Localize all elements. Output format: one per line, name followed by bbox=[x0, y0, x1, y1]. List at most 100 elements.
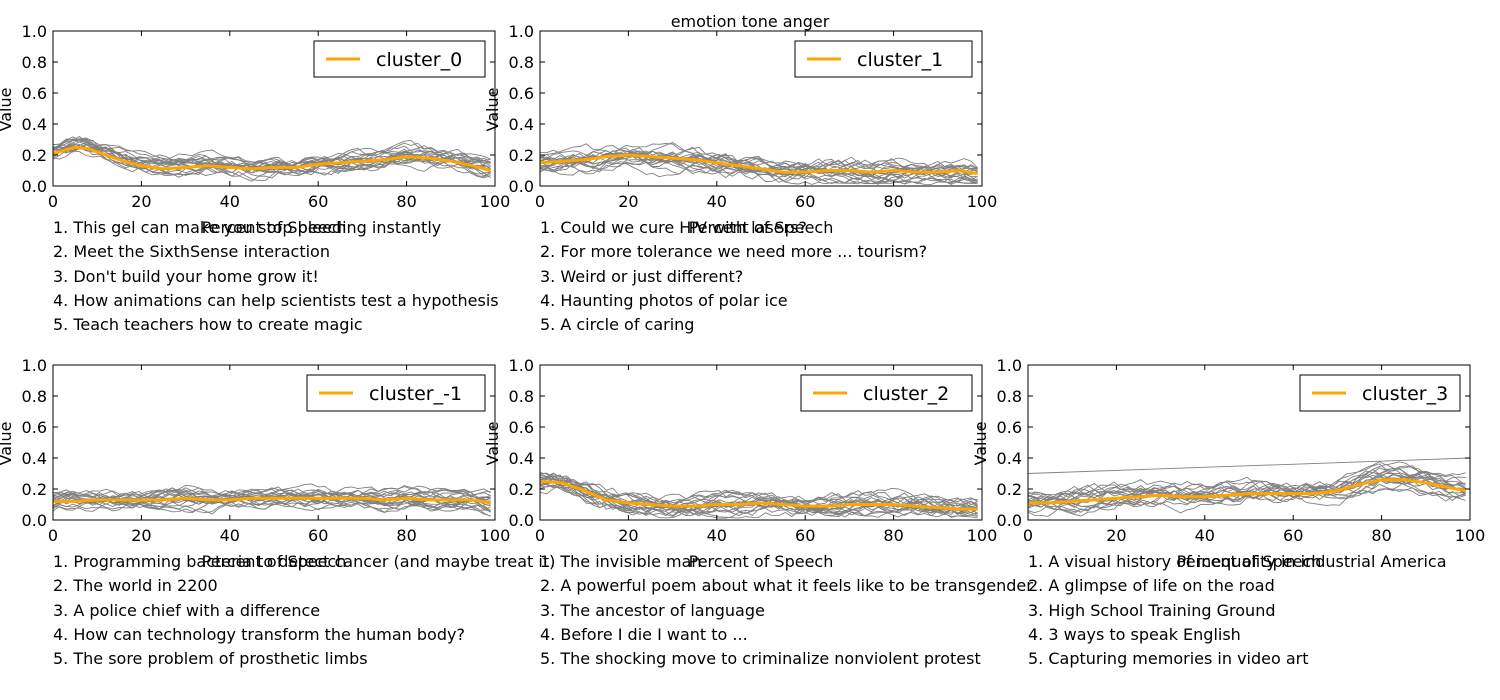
talk-title: 4. How animations can help scientists te… bbox=[53, 290, 499, 310]
x-tick-label: 40 bbox=[707, 192, 727, 211]
x-axis-label: Percent of Speech bbox=[689, 218, 834, 237]
legend-label: cluster_1 bbox=[857, 49, 943, 71]
member-trace bbox=[540, 472, 978, 508]
legend-label: cluster_2 bbox=[863, 383, 949, 405]
member-trace bbox=[540, 157, 978, 182]
legend: cluster_-1 bbox=[306, 374, 486, 412]
legend-label: cluster_-1 bbox=[369, 383, 462, 405]
mean-line-cluster_0 bbox=[53, 145, 491, 172]
x-axis-label: Percent of Speech bbox=[689, 552, 834, 571]
y-tick-label: 0.8 bbox=[509, 387, 534, 406]
member-trace bbox=[53, 144, 491, 182]
talk-title: 1. A visual history of inequality in ind… bbox=[1028, 552, 1447, 571]
x-tick-label: 0 bbox=[535, 526, 545, 545]
legend-label: cluster_3 bbox=[1362, 383, 1448, 405]
member-trace bbox=[53, 138, 491, 174]
talk-title: 4. How can technology transform the huma… bbox=[53, 624, 465, 644]
x-tick-label: 20 bbox=[618, 192, 638, 211]
talk-title: 4. Before I die I want to ... bbox=[540, 624, 748, 644]
talk-title: 1. Could we cure HIV with lasers? bbox=[540, 218, 807, 237]
y-axis-label: Value bbox=[483, 422, 502, 466]
y-tick-label: 1.0 bbox=[22, 356, 47, 375]
legend: cluster_2 bbox=[800, 374, 973, 412]
y-tick-label: 1.0 bbox=[509, 22, 534, 41]
member-traces bbox=[1028, 457, 1470, 517]
y-tick-label: 0.8 bbox=[997, 387, 1022, 406]
x-tick-label: 100 bbox=[1455, 526, 1486, 545]
talk-title: 5. The sore problem of prosthetic limbs bbox=[53, 649, 368, 669]
x-tick-label: 60 bbox=[1283, 526, 1303, 545]
y-tick-label: 0.8 bbox=[22, 387, 47, 406]
x-tick-label: 20 bbox=[131, 526, 151, 545]
talk-list: 1. Programming bacteria to detect cancer… bbox=[53, 550, 555, 671]
x-tick-label: 20 bbox=[1106, 526, 1126, 545]
x-tick-label: 20 bbox=[618, 526, 638, 545]
y-tick-label: 0.8 bbox=[22, 53, 47, 72]
y-tick-label: 0.0 bbox=[509, 511, 534, 530]
talk-title: 1. This gel can make you stop bleeding i… bbox=[53, 218, 442, 237]
y-tick-label: 0.0 bbox=[997, 511, 1022, 530]
x-tick-label: 60 bbox=[308, 526, 328, 545]
x-tick-label: 80 bbox=[396, 192, 416, 211]
member-trace bbox=[540, 146, 978, 179]
mean-line-cluster_1 bbox=[540, 153, 978, 176]
subplot-cluster_-1: 0 20 40 60 80 100 0.0 0.2 0.4 0.6 0.8 1.0 Percent of… bbox=[0, 356, 510, 571]
x-tick-label: 100 bbox=[480, 526, 511, 545]
y-tick-label: 1.0 bbox=[22, 22, 47, 41]
y-tick-label: 0.0 bbox=[509, 177, 534, 196]
y-tick-label: 0.2 bbox=[22, 146, 47, 165]
member-trace bbox=[53, 487, 491, 502]
legend: cluster_3 bbox=[1299, 374, 1461, 412]
x-axis-label: Percent of Speech bbox=[202, 552, 347, 571]
y-tick-label: 0.4 bbox=[22, 115, 47, 134]
x-tick-label: 0 bbox=[535, 192, 545, 211]
member-trace bbox=[1028, 463, 1466, 502]
talk-list: 1. The invisible man 2. A powerful poem a… bbox=[540, 550, 1033, 671]
talk-title: 3. A police chief with a difference bbox=[53, 600, 321, 620]
talk-title: 5. Teach teachers how to create magic bbox=[53, 315, 363, 335]
mean-line-cluster_-1 bbox=[53, 496, 491, 505]
mean-line-cluster_2 bbox=[540, 479, 978, 511]
mean-line-cluster_3 bbox=[1028, 478, 1466, 505]
y-tick-label: 0.0 bbox=[22, 511, 47, 530]
member-trace bbox=[540, 472, 978, 511]
talk-title: 3. High School Training Ground bbox=[1028, 600, 1276, 620]
member-traces bbox=[540, 141, 978, 185]
x-tick-label: 80 bbox=[883, 192, 903, 211]
member-trace bbox=[53, 139, 491, 177]
y-axis-label: Value bbox=[483, 88, 502, 132]
member-trace bbox=[53, 139, 491, 166]
member-trace bbox=[53, 497, 491, 517]
y-tick-label: 0.2 bbox=[22, 480, 47, 499]
y-tick-label: 0.0 bbox=[22, 177, 47, 196]
axes-frame bbox=[52, 364, 496, 521]
x-tick-label: 100 bbox=[967, 192, 998, 211]
legend: cluster_0 bbox=[313, 40, 486, 78]
subplot-cluster_3: 0 20 40 60 80 100 0.0 0.2 0.4 0.6 0.8 1.0 Percent of… bbox=[971, 356, 1485, 571]
member-traces bbox=[540, 472, 978, 519]
subplot-cluster_0: 0 20 40 60 80 100 0.0 0.2 0.4 0.6 0.8 1.0 Percent of… bbox=[0, 22, 510, 237]
y-tick-label: 0.2 bbox=[509, 146, 534, 165]
member-trace bbox=[53, 137, 491, 169]
member-trace bbox=[540, 153, 978, 177]
x-tick-label: 0 bbox=[48, 192, 58, 211]
y-tick-label: 0.6 bbox=[509, 84, 534, 103]
talk-title: 5. The shocking move to criminalize nonv… bbox=[540, 649, 981, 669]
x-tick-label: 0 bbox=[1023, 526, 1033, 545]
y-axis-label: Value bbox=[971, 422, 990, 466]
y-tick-label: 1.0 bbox=[509, 356, 534, 375]
y-tick-label: 1.0 bbox=[997, 356, 1022, 375]
member-trace bbox=[53, 146, 491, 179]
member-trace bbox=[540, 484, 978, 518]
talk-title: 2. The world in 2200 bbox=[53, 576, 218, 596]
x-tick-label: 80 bbox=[396, 526, 416, 545]
talk-title: 3. The ancestor of language bbox=[540, 600, 765, 620]
talk-title: 3. Don't build your home grow it! bbox=[53, 266, 319, 286]
talk-title: 4. 3 ways to speak English bbox=[1028, 624, 1241, 644]
x-tick-label: 20 bbox=[131, 192, 151, 211]
y-axis-label: Value bbox=[0, 422, 15, 466]
axes-frame bbox=[1027, 364, 1471, 521]
axes-frame bbox=[52, 30, 496, 187]
